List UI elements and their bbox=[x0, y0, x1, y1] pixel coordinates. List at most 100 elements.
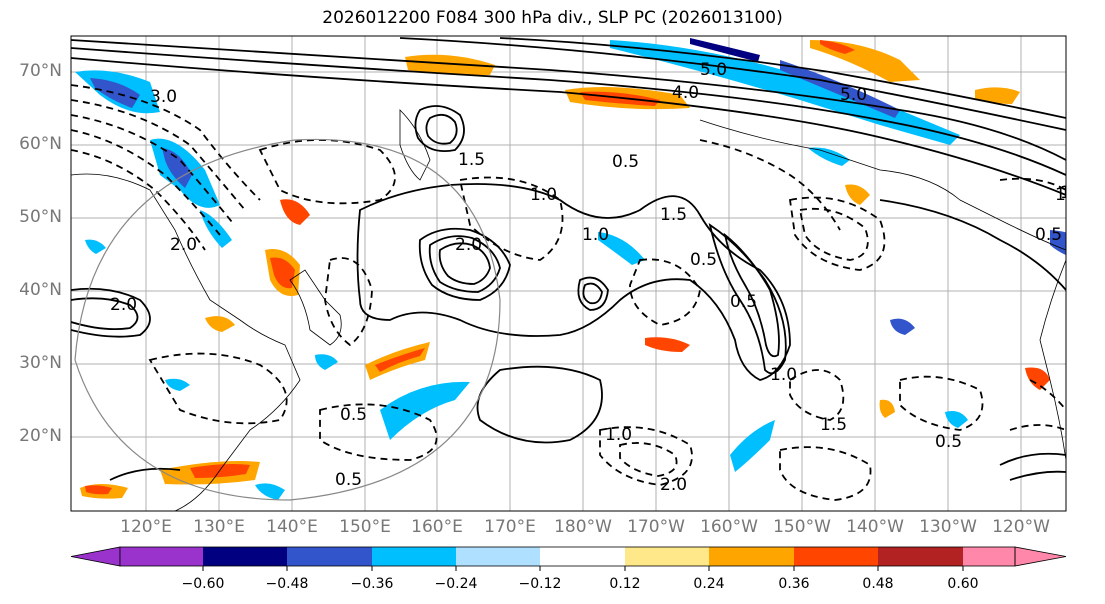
colorbar-tick-label: 0.48 bbox=[862, 576, 894, 592]
contour-line bbox=[1009, 424, 1066, 431]
pos-blob bbox=[190, 464, 250, 478]
contour-label: 2.0 bbox=[455, 235, 482, 255]
contour-line bbox=[723, 232, 780, 358]
colorbar-extend-high bbox=[1014, 546, 1067, 567]
pos-blob bbox=[645, 337, 690, 352]
map-frame bbox=[70, 35, 1067, 512]
longitude-label: 160°E bbox=[411, 517, 463, 537]
colorbar-segment bbox=[963, 547, 1015, 566]
neg-blob bbox=[162, 148, 192, 188]
contour-line bbox=[476, 365, 603, 444]
contour-label: 1.5 bbox=[458, 150, 485, 170]
contour-line bbox=[699, 139, 841, 231]
contour-line bbox=[71, 99, 246, 211]
contour-label: 1.5 bbox=[660, 205, 687, 225]
colorbar-extend-low bbox=[70, 546, 121, 567]
map-title: 2026012200 F084 300 hPa div., SLP PC (20… bbox=[322, 8, 783, 28]
neg-blob bbox=[90, 78, 140, 108]
contour-line bbox=[1009, 470, 1066, 481]
contour-line bbox=[71, 47, 1066, 176]
contour-line bbox=[319, 403, 438, 461]
colorbar-tick-label: −0.48 bbox=[265, 576, 309, 592]
contour-line bbox=[414, 105, 465, 153]
contour-line bbox=[999, 452, 1066, 466]
great-circle-arc bbox=[74, 138, 501, 501]
contour-line bbox=[71, 39, 1066, 161]
coastline-asia bbox=[71, 173, 301, 511]
contour-line bbox=[582, 282, 603, 305]
contour-line bbox=[499, 37, 1066, 119]
pos-blob bbox=[205, 316, 235, 332]
colorbar-tick-label: −0.60 bbox=[181, 576, 225, 592]
contour-label: 2.0 bbox=[660, 475, 687, 495]
contour-label: 0.5 bbox=[1035, 225, 1062, 245]
neg-blob bbox=[945, 411, 968, 428]
neg-blob bbox=[730, 420, 775, 472]
colorbar-tick-label: −0.24 bbox=[434, 576, 478, 592]
longitude-label: 150°W bbox=[773, 517, 831, 537]
contour-label: 0.5 bbox=[730, 292, 757, 312]
neg-blob bbox=[780, 60, 900, 118]
contour-label: 0.5 bbox=[612, 152, 639, 172]
latitude-label: 30°N bbox=[19, 353, 62, 373]
contour-line bbox=[71, 114, 233, 223]
slp-contours-dashed bbox=[71, 84, 1066, 501]
contour-line bbox=[788, 196, 886, 271]
longitude-label: 160°W bbox=[700, 517, 758, 537]
latitude-label: 70°N bbox=[19, 61, 62, 81]
contour-line bbox=[258, 139, 396, 205]
contour-line bbox=[577, 276, 609, 311]
longitude-label: 170°E bbox=[484, 517, 536, 537]
neg-blob bbox=[690, 38, 760, 62]
colorbar-segment bbox=[456, 547, 540, 566]
colorbar-tick-label: −0.36 bbox=[350, 576, 394, 592]
contour-line bbox=[71, 129, 221, 236]
coastline-japan bbox=[289, 269, 342, 346]
longitude-label: 170°W bbox=[627, 517, 685, 537]
longitude-label: 140°E bbox=[266, 517, 318, 537]
neg-blob bbox=[85, 239, 106, 254]
contour-label: 0.5 bbox=[935, 432, 962, 452]
colorbar-tick-label: 0.36 bbox=[778, 576, 810, 592]
colorbar-segment bbox=[625, 547, 709, 566]
contour-labels: 5.05.04.03.02.01.51.00.50.50.51.52.0 1.00… bbox=[110, 60, 1066, 495]
contour-line bbox=[999, 177, 1066, 191]
coastline-northamerica bbox=[1039, 259, 1066, 461]
neg-blob bbox=[315, 354, 338, 370]
colorbar-segment bbox=[709, 547, 794, 566]
contour-line bbox=[109, 467, 181, 481]
contour-line bbox=[425, 113, 458, 145]
pos-blob bbox=[405, 54, 495, 76]
contour-label: 0.5 bbox=[335, 470, 362, 490]
colorbar-segment bbox=[372, 547, 456, 566]
contour-label: 1.0 bbox=[530, 185, 557, 205]
pos-blob bbox=[975, 87, 1020, 104]
colorbar-segment bbox=[794, 547, 878, 566]
contour-line bbox=[71, 287, 151, 338]
neg-blob bbox=[808, 147, 850, 166]
neg-blob bbox=[255, 483, 285, 500]
colorbar-segment bbox=[878, 547, 963, 566]
contour-line bbox=[779, 446, 872, 501]
contour-label: 0.5 bbox=[340, 405, 367, 425]
contour-label: 4.0 bbox=[672, 83, 699, 103]
longitude-label: 150°E bbox=[339, 517, 391, 537]
longitude-label: 120°E bbox=[120, 517, 172, 537]
divergence-positive-shading bbox=[80, 40, 1050, 499]
contour-label: 1.0 bbox=[770, 365, 797, 385]
longitude-label: 180°W bbox=[554, 517, 612, 537]
pos-blob bbox=[85, 485, 112, 495]
colorbar-frame bbox=[119, 546, 1016, 567]
pos-blob bbox=[879, 399, 895, 418]
contour-label: 5.0 bbox=[700, 60, 727, 80]
contour-label: 2.0 bbox=[170, 235, 197, 255]
contour-line bbox=[71, 84, 261, 201]
contour-line bbox=[599, 426, 693, 486]
contour-line bbox=[1029, 379, 1066, 411]
contour-label: 3.0 bbox=[150, 87, 177, 107]
colorbar-segment bbox=[287, 547, 372, 566]
colorbar-segment bbox=[120, 547, 203, 566]
colorbar bbox=[70, 546, 1067, 571]
colorbar-tick-label: 0.60 bbox=[947, 576, 979, 592]
